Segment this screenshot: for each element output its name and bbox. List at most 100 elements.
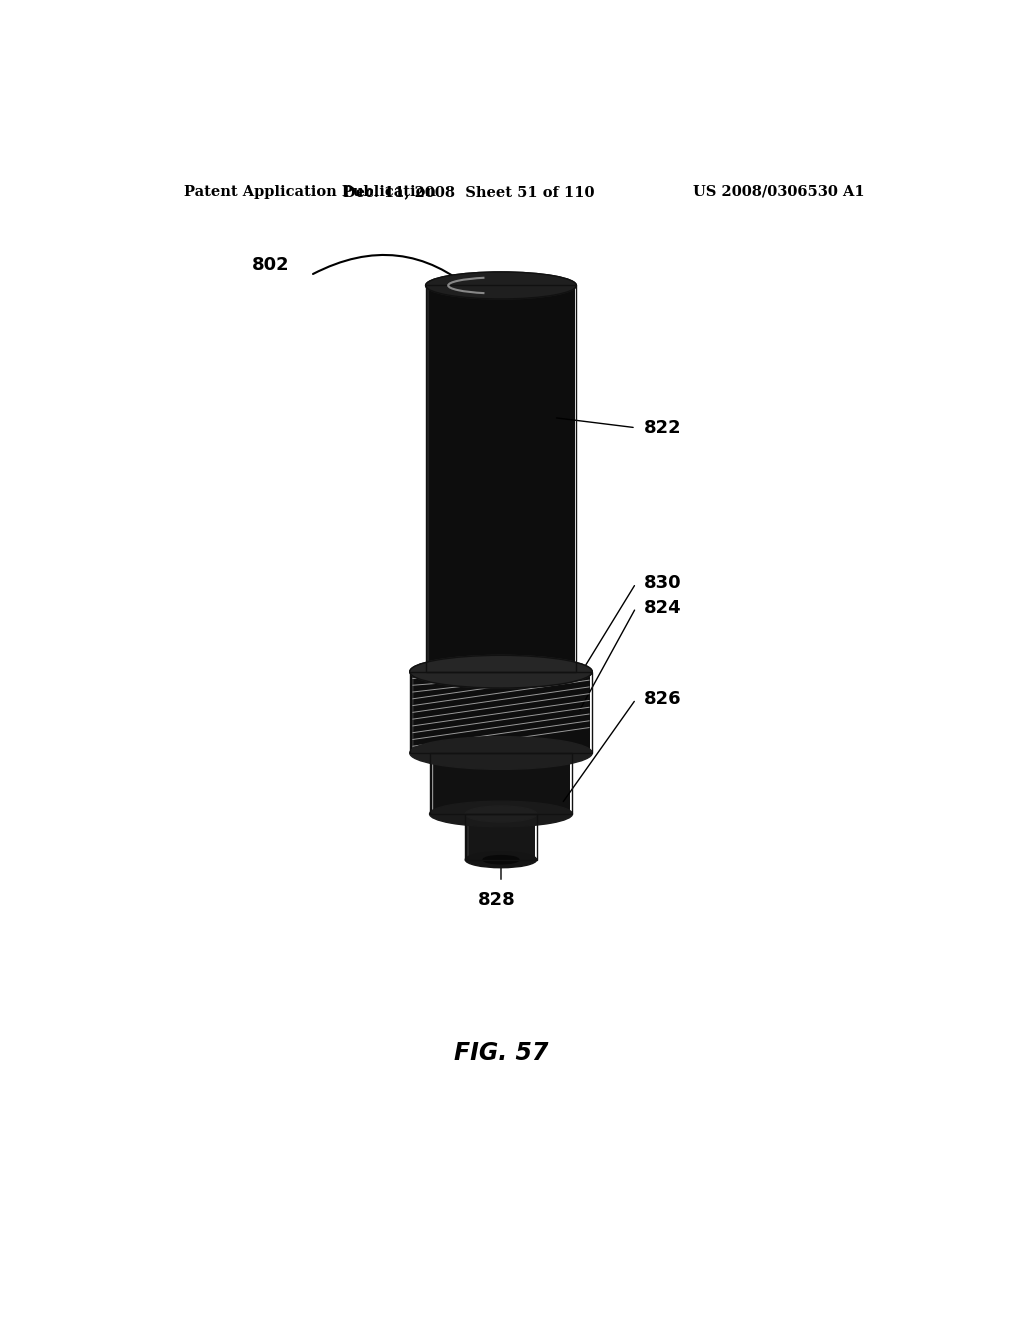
Bar — [428, 285, 490, 672]
Bar — [429, 285, 573, 672]
Bar — [413, 672, 458, 752]
Bar — [427, 285, 434, 672]
Bar — [412, 672, 417, 752]
Bar — [413, 672, 426, 752]
Bar — [427, 285, 436, 672]
Bar — [427, 285, 432, 672]
Bar — [414, 672, 532, 752]
Bar — [413, 672, 441, 752]
Bar — [432, 752, 488, 814]
Bar — [413, 672, 439, 752]
Bar — [414, 672, 562, 752]
Bar — [414, 672, 581, 752]
Bar — [428, 285, 539, 672]
Bar — [433, 752, 511, 814]
Bar — [467, 814, 476, 859]
Text: 830: 830 — [644, 574, 681, 593]
Bar — [432, 752, 472, 814]
Bar — [427, 285, 466, 672]
Bar — [433, 752, 564, 814]
Bar — [414, 672, 549, 752]
Text: 826: 826 — [644, 690, 681, 708]
Bar — [413, 672, 501, 752]
Bar — [428, 285, 492, 672]
Bar — [428, 285, 566, 672]
Bar — [433, 752, 552, 814]
Bar — [432, 752, 443, 814]
Bar — [429, 285, 574, 672]
Bar — [428, 285, 472, 672]
Bar — [432, 752, 452, 814]
Bar — [414, 672, 545, 752]
Bar — [432, 752, 458, 814]
Bar — [433, 752, 523, 814]
Bar — [413, 672, 485, 752]
Bar — [427, 285, 433, 672]
Bar — [428, 285, 506, 672]
Bar — [468, 814, 493, 859]
Bar — [428, 285, 515, 672]
Bar — [414, 672, 586, 752]
Bar — [414, 672, 526, 752]
Bar — [433, 752, 560, 814]
Bar — [432, 752, 474, 814]
Bar — [430, 752, 431, 814]
Bar — [428, 285, 555, 672]
Bar — [413, 672, 446, 752]
Bar — [433, 752, 536, 814]
Bar — [413, 672, 503, 752]
Bar — [414, 672, 512, 752]
Bar — [468, 814, 500, 859]
Bar — [468, 814, 505, 859]
Bar — [469, 814, 522, 859]
Bar — [433, 752, 548, 814]
Bar — [414, 672, 540, 752]
Bar — [429, 285, 570, 672]
Bar — [414, 672, 577, 752]
Text: FIG. 57: FIG. 57 — [454, 1041, 548, 1065]
Bar — [432, 752, 445, 814]
Bar — [432, 752, 501, 814]
Bar — [414, 672, 519, 752]
Bar — [428, 285, 548, 672]
Bar — [432, 752, 460, 814]
Bar — [414, 672, 508, 752]
Ellipse shape — [430, 801, 572, 826]
Bar — [413, 672, 451, 752]
Bar — [428, 285, 563, 672]
Bar — [410, 672, 412, 752]
Bar — [432, 752, 441, 814]
Bar — [427, 285, 445, 672]
Bar — [428, 285, 549, 672]
Bar — [428, 285, 564, 672]
Bar — [413, 672, 460, 752]
Bar — [468, 814, 494, 859]
Bar — [428, 285, 495, 672]
Bar — [433, 752, 521, 814]
Bar — [468, 814, 520, 859]
Bar — [413, 672, 423, 752]
Ellipse shape — [410, 655, 592, 688]
Bar — [428, 285, 528, 672]
Bar — [414, 672, 510, 752]
Bar — [414, 672, 547, 752]
Bar — [428, 285, 474, 672]
Bar — [414, 672, 574, 752]
Bar — [432, 752, 437, 814]
Bar — [428, 285, 512, 672]
Bar — [428, 285, 483, 672]
Bar — [428, 285, 531, 672]
Bar — [427, 285, 440, 672]
Bar — [428, 285, 535, 672]
Bar — [432, 752, 495, 814]
Bar — [428, 285, 517, 672]
Bar — [432, 752, 435, 814]
Bar — [413, 672, 480, 752]
Bar — [414, 672, 569, 752]
Bar — [414, 672, 530, 752]
Bar — [414, 672, 524, 752]
Bar — [465, 814, 537, 859]
Text: 802: 802 — [252, 256, 290, 275]
Bar — [465, 814, 467, 859]
Bar — [468, 814, 496, 859]
